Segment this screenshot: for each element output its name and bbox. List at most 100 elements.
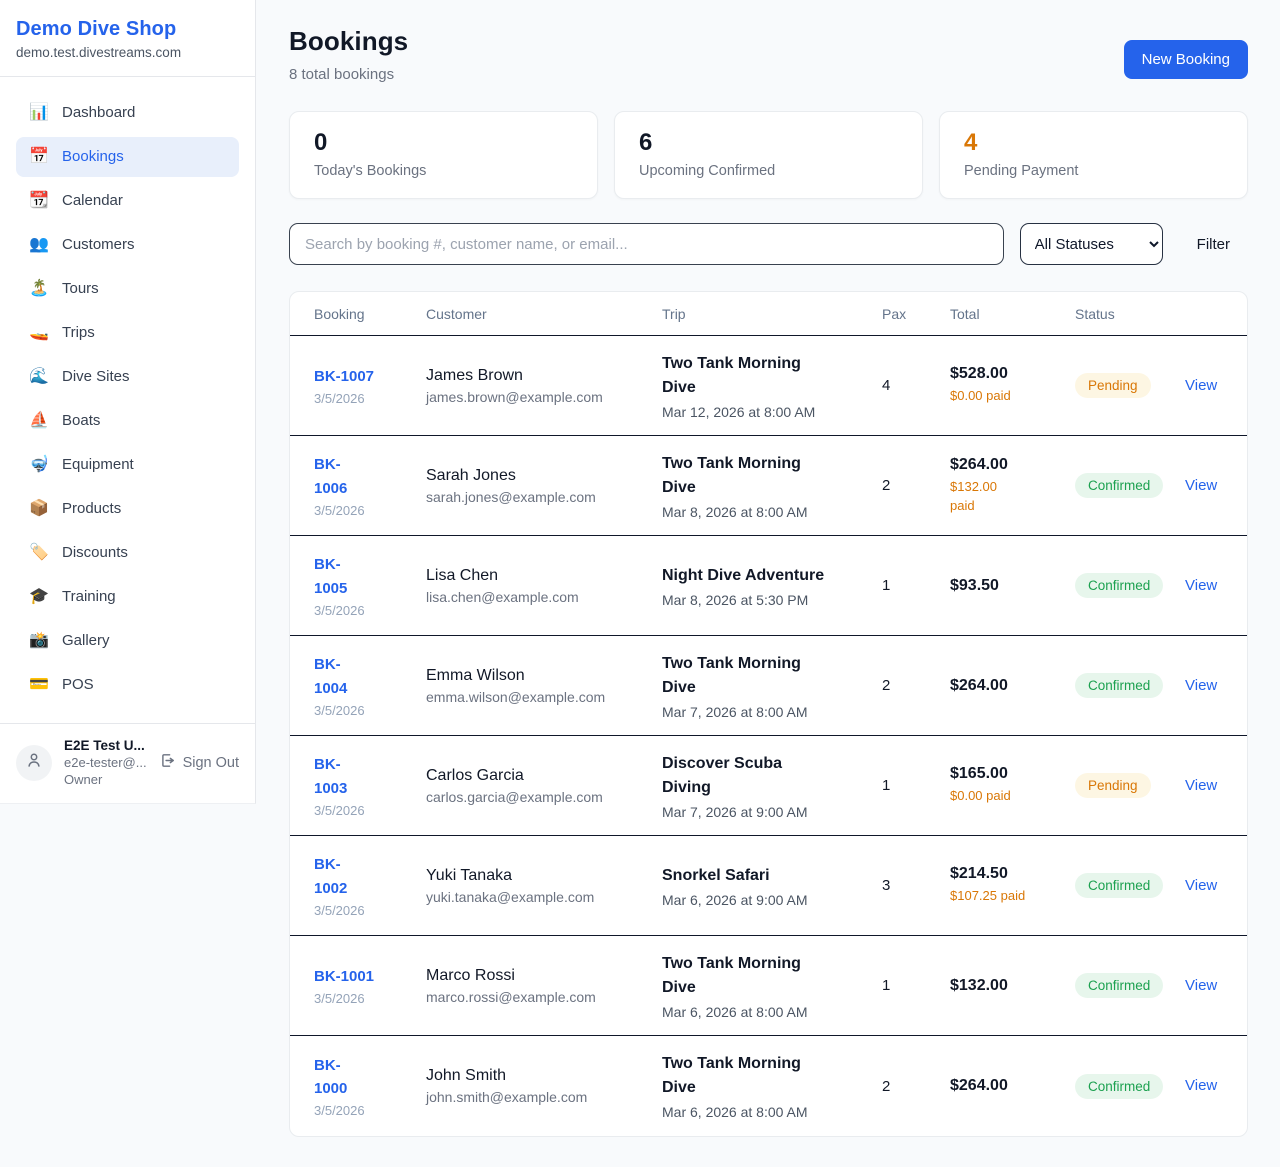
speedboat-icon: 🚤 (29, 324, 49, 341)
view-link[interactable]: View (1185, 576, 1218, 594)
label-tag-icon: 🏷️ (29, 544, 49, 561)
view-link[interactable]: View (1185, 376, 1218, 394)
status-badge: Pending (1075, 773, 1151, 798)
view-link[interactable]: View (1185, 1077, 1218, 1094)
trip-cell: Snorkel Safari Mar 6, 2026 at 9:00 AM (662, 864, 882, 908)
sidebar-item-trips[interactable]: 🚤 Trips (16, 313, 239, 353)
total-cell: $264.00 (950, 1077, 1075, 1095)
booking-date: 3/5/2026 (314, 702, 365, 718)
sidebar-item-label: Dive Sites (62, 368, 130, 385)
booking-cell: BK-1007 3/5/2026 (314, 365, 426, 406)
sidebar-item-boats[interactable]: ⛵ Boats (16, 401, 239, 441)
booking-id-link[interactable]: BK- 1005 (314, 556, 348, 597)
sidebar-item-label: Gallery (62, 632, 110, 649)
view-link[interactable]: View (1185, 476, 1218, 494)
search-input[interactable] (289, 223, 1004, 265)
sidebar-item-bookings[interactable]: 📅 Bookings (16, 137, 239, 177)
col-header-total: Total (950, 305, 980, 322)
booking-id-link[interactable]: BK-1001 (314, 967, 375, 985)
camera-flash-icon: 📸 (29, 632, 49, 649)
booking-id-link[interactable]: BK-1007 (314, 367, 375, 385)
booking-id-link[interactable]: BK- 1000 (314, 1056, 348, 1097)
booking-id-link[interactable]: BK- 1003 (314, 756, 348, 797)
status-badge: Confirmed (1075, 873, 1164, 898)
trip-name: Night Dive Adventure (662, 566, 825, 584)
customer-name: John Smith (426, 1067, 507, 1084)
tear-off-calendar-icon: 📆 (29, 192, 49, 209)
view-link[interactable]: View (1185, 676, 1218, 694)
trip-name: Snorkel Safari (662, 866, 770, 884)
booking-id-link[interactable]: BK- 1002 (314, 856, 348, 897)
col-header-status: Status (1075, 305, 1115, 322)
sign-out-button[interactable]: Sign Out (159, 752, 239, 773)
sidebar-item-label: Training (62, 588, 116, 605)
actions-cell: View (1185, 577, 1223, 595)
customer-email: sarah.jones@example.com (426, 488, 596, 505)
customer-cell: Sarah Jones sarah.jones@example.com (426, 467, 662, 505)
table-row: BK- 1004 3/5/2026 Emma Wilson emma.wilso… (290, 636, 1247, 736)
customer-cell: Yuki Tanaka yuki.tanaka@example.com (426, 867, 662, 905)
sidebar-item-calendar[interactable]: 📆 Calendar (16, 181, 239, 221)
package-icon: 📦 (29, 500, 49, 517)
trip-datetime: Mar 8, 2026 at 8:00 AM (662, 503, 808, 520)
view-link[interactable]: View (1185, 876, 1218, 894)
sidebar-item-products[interactable]: 📦 Products (16, 489, 239, 529)
customer-email: yuki.tanaka@example.com (426, 888, 595, 905)
sidebar-item-label: Boats (62, 412, 101, 429)
booking-id-link[interactable]: BK- 1004 (314, 656, 348, 697)
booking-cell: BK- 1003 3/5/2026 (314, 753, 426, 818)
view-link[interactable]: View (1185, 976, 1218, 994)
col-header-trip: Trip (662, 305, 686, 322)
new-booking-button[interactable]: New Booking (1123, 40, 1248, 79)
sidebar-item-dashboard[interactable]: 📊 Dashboard (16, 93, 239, 133)
trip-datetime: Mar 12, 2026 at 8:00 AM (662, 403, 816, 420)
total-amount: $528.00 (950, 365, 1008, 383)
booking-id-link[interactable]: BK- 1006 (314, 456, 348, 497)
status-cell: Confirmed (1075, 1073, 1185, 1099)
customer-cell: James Brown james.brown@example.com (426, 367, 662, 405)
filter-button[interactable]: Filter (1179, 228, 1248, 261)
customer-name: Yuki Tanaka (426, 866, 512, 884)
table-row: BK- 1006 3/5/2026 Sarah Jones sarah.jone… (290, 436, 1247, 536)
customer-name: Emma Wilson (426, 666, 525, 684)
user-avatar (16, 744, 52, 781)
sidebar-item-equipment[interactable]: 🤿 Equipment (16, 445, 239, 485)
customer-name: James Brown (426, 366, 523, 384)
trip-cell: Two Tank Morning Dive Mar 6, 2026 at 8:0… (662, 952, 882, 1020)
booking-date: 3/5/2026 (314, 902, 365, 918)
credit-card-icon: 💳 (29, 676, 49, 693)
sidebar-item-customers[interactable]: 👥 Customers (16, 225, 239, 265)
sidebar-item-discounts[interactable]: 🏷️ Discounts (16, 533, 239, 573)
sidebar-item-tours[interactable]: 🏝️ Tours (16, 269, 239, 309)
calendar-icon: 📅 (29, 148, 49, 165)
stat-pending-payment: 4 Pending Payment (939, 111, 1248, 199)
total-cell: $264.00 $132.00 paid (950, 456, 1075, 516)
user-name: E2E Test U... (64, 738, 145, 753)
sidebar-item-label: Products (62, 500, 122, 517)
pax-count: 2 (882, 677, 891, 694)
actions-cell: View (1185, 677, 1223, 695)
sidebar-item-dive-sites[interactable]: 🌊 Dive Sites (16, 357, 239, 397)
booking-date: 3/5/2026 (314, 502, 365, 518)
total-amount: $264.00 (950, 1077, 1008, 1094)
sidebar-item-training[interactable]: 🎓 Training (16, 577, 239, 617)
status-filter-select[interactable]: All Statuses (1019, 223, 1163, 265)
trip-cell: Two Tank Morning Dive Mar 8, 2026 at 8:0… (662, 452, 882, 520)
sidebar-item-label: Calendar (62, 192, 123, 209)
view-link[interactable]: View (1185, 776, 1218, 794)
pax-count: 2 (882, 1077, 891, 1095)
island-icon: 🏝️ (29, 280, 49, 297)
customer-cell: Emma Wilson emma.wilson@example.com (426, 667, 662, 705)
sidebar-item-pos[interactable]: 💳 POS (16, 665, 239, 705)
total-cell: $214.50 $107.25 paid (950, 865, 1075, 906)
customer-cell: Carlos Garcia carlos.garcia@example.com (426, 767, 662, 805)
stat-pending-payment-label: Pending Payment (964, 163, 1079, 179)
total-amount: $264.00 (950, 455, 1008, 473)
status-badge: Confirmed (1075, 1073, 1164, 1099)
main-content: Bookings 8 total bookings New Booking 0 … (256, 0, 1280, 1167)
booking-cell: BK-1001 3/5/2026 (314, 965, 426, 1006)
customer-cell: John Smith john.smith@example.com (426, 1067, 662, 1105)
sidebar-item-gallery[interactable]: 📸 Gallery (16, 621, 239, 661)
customer-cell: Marco Rossi marco.rossi@example.com (426, 967, 662, 1005)
status-badge: Confirmed (1075, 573, 1164, 598)
